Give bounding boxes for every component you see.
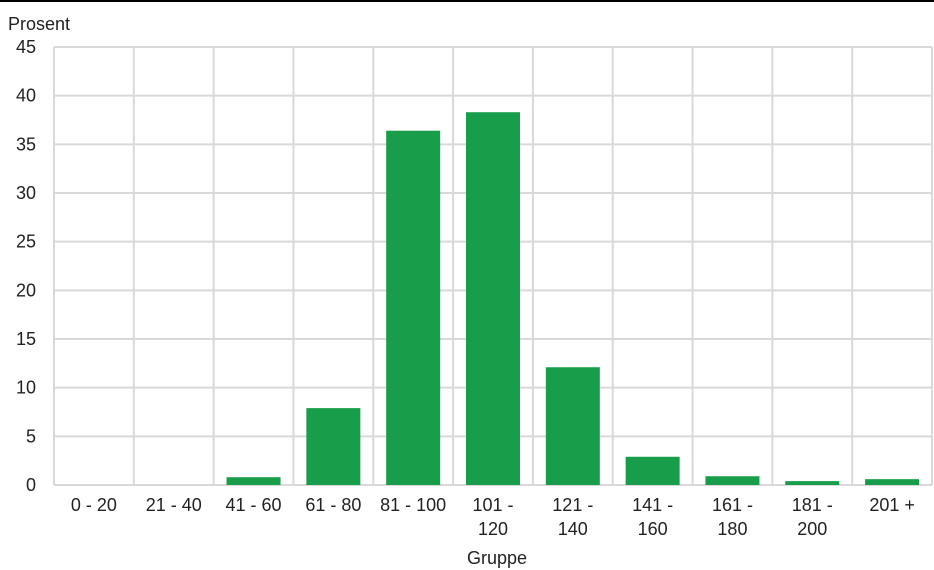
bars xyxy=(226,112,920,486)
y-axis-title: Prosent xyxy=(8,14,70,34)
y-tick-label: 45 xyxy=(16,37,36,57)
y-tick-label: 40 xyxy=(16,86,36,106)
bar xyxy=(625,456,680,485)
grid xyxy=(53,46,933,486)
x-tick-label: 181 -200 xyxy=(792,495,833,539)
bar xyxy=(466,112,520,486)
y-tick-label: 15 xyxy=(16,329,36,349)
y-tick-label: 20 xyxy=(16,280,36,300)
bar xyxy=(785,481,840,485)
y-tick-label: 0 xyxy=(26,475,36,495)
y-tick-label: 35 xyxy=(16,134,36,154)
y-axis: 0 5 10 15 20 25 30 35 40 45 xyxy=(16,37,36,495)
x-tick-label: 0 - 20 xyxy=(71,495,117,515)
bar xyxy=(705,476,760,485)
bar xyxy=(386,130,441,485)
x-tick-label: 41 - 60 xyxy=(226,495,282,515)
bar xyxy=(865,479,920,485)
bar xyxy=(226,477,281,485)
y-tick-label: 25 xyxy=(16,232,36,252)
top-border-line xyxy=(0,0,934,2)
x-tick-label: 141 -160 xyxy=(632,495,673,539)
x-tick-label: 61 - 80 xyxy=(305,495,361,515)
bar xyxy=(306,408,361,485)
x-axis-title: Gruppe xyxy=(467,548,527,568)
x-tick-label: 101 -120 xyxy=(472,495,513,539)
x-tick-label: 81 - 100 xyxy=(380,495,446,515)
y-tick-label: 30 xyxy=(16,183,36,203)
x-tick-label: 21 - 40 xyxy=(146,495,202,515)
x-tick-label: 201 + xyxy=(869,495,915,515)
bar xyxy=(545,367,600,485)
y-tick-label: 5 xyxy=(26,426,36,446)
x-axis: 0 - 20 21 - 40 41 - 60 61 - 80 81 - 100 101 -… xyxy=(71,495,915,539)
x-tick-label: 121 -140 xyxy=(552,495,593,539)
x-tick-label: 161 -180 xyxy=(712,495,753,539)
y-tick-label: 10 xyxy=(16,378,36,398)
